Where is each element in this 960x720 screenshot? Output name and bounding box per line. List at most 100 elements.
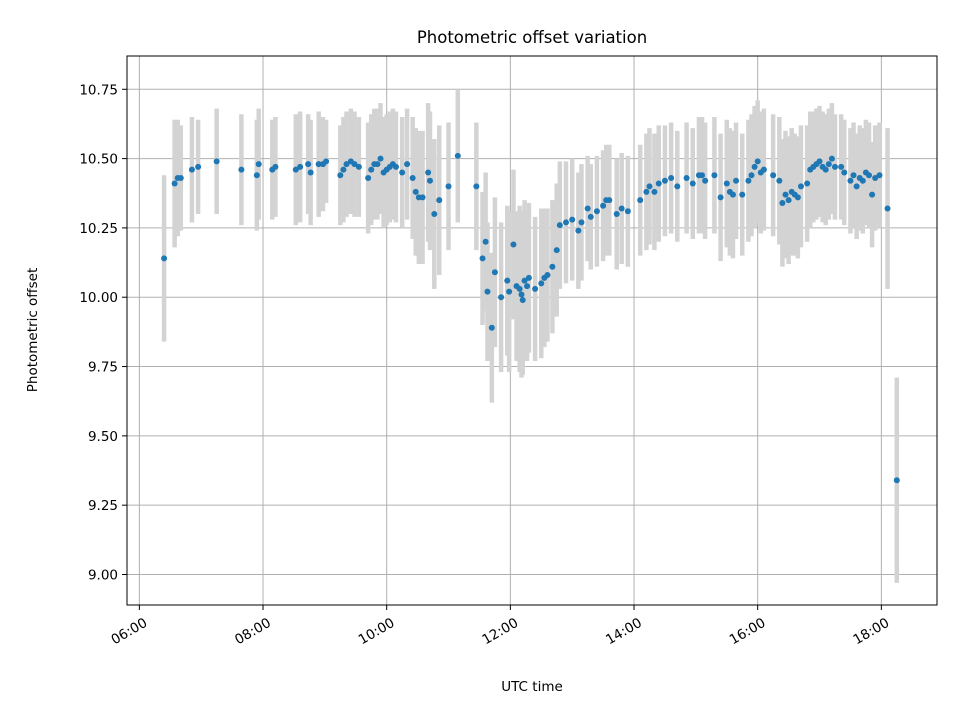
data-point [643,188,650,195]
y-tick-label: 9.25 [88,498,118,514]
data-point [699,172,706,179]
data-point [785,197,792,204]
data-point [624,208,631,215]
data-point [563,219,570,226]
data-point [315,161,322,168]
data-point [392,163,399,170]
data-point [794,194,801,201]
data-point [600,202,607,209]
data-point [188,166,195,173]
data-point [510,241,517,248]
data-point [305,161,312,168]
data-point [816,158,823,165]
data-point [711,172,718,179]
data-point [238,166,245,173]
data-point [425,169,432,176]
data-point [177,175,184,181]
data-point [831,163,838,170]
data-point [171,180,178,187]
data-point [365,175,372,181]
data-point [683,175,690,181]
plot-frame [126,55,938,606]
data-point [399,169,406,176]
data-point [853,183,860,190]
data-point [504,277,511,284]
data-point [847,177,854,184]
y-axis-label: Photometric offset [25,268,41,392]
data-point [255,161,262,168]
data-point [377,155,384,162]
data-point [606,197,613,204]
data-point [516,285,523,292]
data-point [575,227,582,234]
data-point [337,172,344,179]
data-point [473,183,480,190]
data-point [822,166,829,173]
data-point [521,277,528,284]
y-tick-label: 10.00 [79,290,118,306]
data-point [876,172,883,179]
data-point [355,163,362,170]
data-point [544,272,551,279]
data-point [884,205,891,212]
data-point [702,177,709,184]
data-point [340,166,347,173]
y-axis-ticks: 9.00 9.25 9.50 9.75 10.00 10.25 10.50 10.75 [79,82,127,584]
data-point [525,274,532,281]
data-point [739,191,746,198]
data-point [754,158,761,165]
data-point [292,166,299,173]
data-point [869,191,876,198]
y-tick-label: 10.25 [79,221,118,237]
data-point [865,172,872,179]
data-point [374,161,381,168]
data-point [859,177,866,184]
y-tick-label: 9.50 [88,429,118,445]
data-point [488,324,495,331]
y-tick-label: 9.00 [88,568,118,584]
data-point [748,172,755,179]
data-point [751,163,758,170]
data-point [272,163,279,170]
data-point [479,255,486,262]
data-point [404,161,411,168]
data-point [518,291,525,298]
y-tick-label: 10.75 [79,82,118,98]
data-point [556,222,563,229]
data-point [584,205,591,212]
data-point [426,177,433,184]
data-point [524,283,531,290]
data-point [569,216,576,223]
data-point [161,255,168,262]
x-axis-label: UTC time [501,679,563,695]
data-point [760,166,767,173]
data-point [409,175,416,181]
data-point [491,269,498,276]
data-point [613,211,620,218]
data-point [484,288,491,295]
data-point [454,152,461,159]
data-point [668,175,675,181]
data-point [445,183,452,190]
data-point [872,175,879,181]
data-point [549,263,556,270]
data-point [825,161,832,168]
data-point [419,194,426,201]
data-point [674,183,681,190]
data-point [637,197,644,204]
data-point [618,205,625,212]
data-points [161,152,900,484]
data-point [351,161,358,168]
data-point [893,477,900,484]
data-point [578,219,585,226]
data-point [733,177,740,184]
data-point [797,183,804,190]
data-point [538,280,545,287]
data-point [307,169,314,176]
data-point [297,163,304,170]
data-point [553,247,560,254]
data-point [412,188,419,195]
data-point [723,180,730,187]
data-point [431,211,438,218]
